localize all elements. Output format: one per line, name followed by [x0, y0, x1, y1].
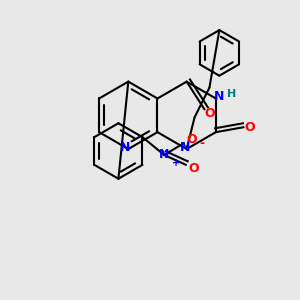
- Text: O: O: [204, 107, 215, 120]
- Text: +: +: [172, 158, 180, 168]
- Text: N: N: [159, 148, 169, 161]
- Text: O: O: [189, 162, 199, 175]
- Text: -: -: [199, 136, 204, 150]
- Text: O: O: [244, 121, 255, 134]
- Text: N: N: [214, 90, 224, 103]
- Text: N: N: [120, 140, 130, 154]
- Text: O: O: [187, 133, 197, 146]
- Text: H: H: [227, 88, 236, 98]
- Text: N: N: [179, 140, 190, 154]
